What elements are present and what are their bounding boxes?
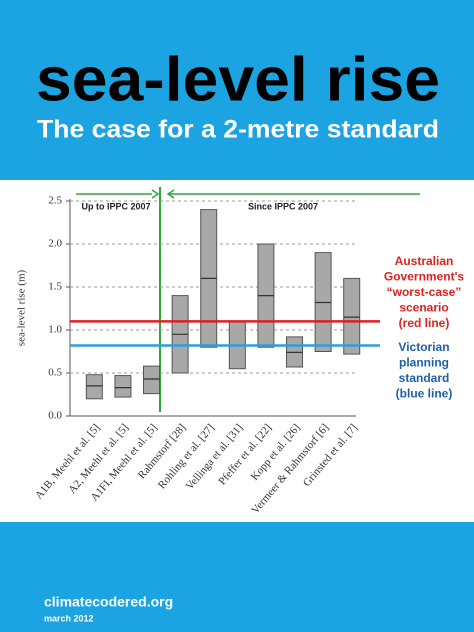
box bbox=[343, 277, 361, 355]
y-axis-label: sea-level rise (m) bbox=[16, 269, 28, 346]
arrow-head bbox=[151, 189, 160, 199]
box bbox=[143, 365, 161, 395]
period-label: Up to IPPC 2007 bbox=[81, 201, 150, 211]
annotation: standard bbox=[399, 371, 450, 385]
box bbox=[114, 375, 132, 398]
annotation: Government's bbox=[384, 270, 465, 284]
annotation: Victorian bbox=[398, 340, 449, 354]
annotation: (blue line) bbox=[396, 387, 453, 401]
y-tick-label: 0.0 bbox=[48, 410, 62, 422]
period-label: Since IPPC 2007 bbox=[248, 201, 318, 211]
date: march 2012 bbox=[44, 613, 94, 623]
y-tick-label: 2.5 bbox=[48, 195, 62, 207]
y-tick-label: 1.5 bbox=[48, 281, 62, 293]
header-band bbox=[0, 0, 474, 180]
y-tick-label: 1.0 bbox=[48, 324, 62, 336]
annotation: scenario bbox=[399, 301, 448, 315]
subtitle: The case for a 2-metre standard bbox=[37, 116, 439, 144]
annotation: planning bbox=[399, 356, 449, 370]
arrow-head bbox=[166, 189, 175, 199]
title: sea-level rise bbox=[36, 45, 440, 114]
site: climatecodered.org bbox=[44, 594, 173, 610]
box bbox=[85, 374, 103, 400]
y-tick-label: 0.5 bbox=[48, 367, 62, 379]
y-tick-label: 2.0 bbox=[48, 238, 62, 250]
annotation: Australian bbox=[395, 254, 454, 268]
annotation: (red line) bbox=[399, 316, 450, 330]
footer-band bbox=[0, 522, 474, 632]
annotation: “worst-case” bbox=[387, 285, 462, 299]
